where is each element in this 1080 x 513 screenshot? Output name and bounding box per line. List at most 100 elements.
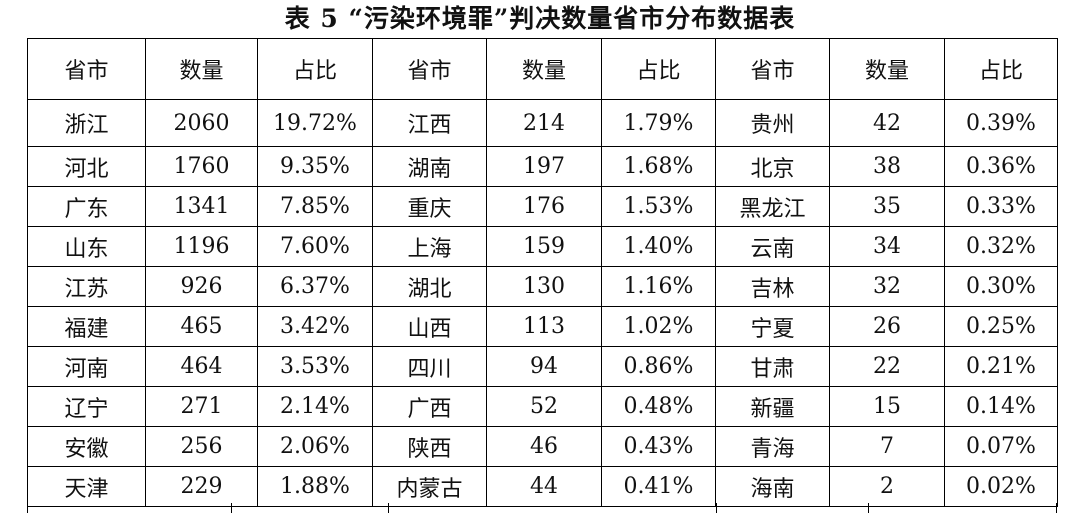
continuation-rule [868, 503, 869, 513]
table-cell: 贵州 [715, 99, 830, 147]
table-cell: 湖南 [372, 146, 487, 187]
table-cell: 464 [145, 346, 258, 387]
table-cell: 159 [486, 226, 602, 267]
table-cell: 7 [829, 426, 945, 467]
table-cell: 0.36% [944, 146, 1058, 187]
table-cell: 2.06% [257, 426, 373, 467]
header-share-1: 占比 [257, 38, 373, 100]
continuation-rule [716, 503, 717, 513]
table-cell: 福建 [27, 306, 146, 347]
table-title: 表 5 “污染环境罪”判决数量省市分布数据表 [284, 4, 796, 33]
table-row: 福建 465 3.42% 山西 113 1.02% 宁夏 26 0.25% [27, 306, 1058, 347]
table-cell: 271 [145, 386, 258, 427]
table-cell: 256 [145, 426, 258, 467]
table-cell: 1.02% [601, 306, 716, 347]
table-row: 安徽 256 2.06% 陕西 46 0.43% 青海 7 0.07% [27, 426, 1058, 467]
table-cell: 1.68% [601, 146, 716, 187]
table-cell: 山东 [27, 226, 146, 267]
table-cell: 河北 [27, 146, 146, 187]
table-cell: 0.21% [944, 346, 1058, 387]
table-cell: 甘肃 [715, 346, 830, 387]
table-cell: 云南 [715, 226, 830, 267]
table-cell: 江西 [372, 99, 487, 147]
table-cell: 176 [486, 186, 602, 227]
table-cell: 0.30% [944, 266, 1058, 307]
table-cell: 四川 [372, 346, 487, 387]
table-cell: 0.02% [944, 466, 1058, 507]
table-cell: 辽宁 [27, 386, 146, 427]
header-province-3: 省市 [715, 38, 830, 100]
table-cell: 青海 [715, 426, 830, 467]
table-row: 浙江 2060 19.72% 江西 214 1.79% 贵州 42 0.39% [27, 99, 1058, 147]
table-row: 天津 229 1.88% 内蒙古 44 0.41% 海南 2 0.02% [27, 466, 1058, 507]
table-cell: 0.39% [944, 99, 1058, 147]
table-cell: 229 [145, 466, 258, 507]
table-cell: 2060 [145, 99, 258, 147]
table-cell: 3.53% [257, 346, 373, 387]
header-count-2: 数量 [486, 38, 602, 100]
table-cell: 广西 [372, 386, 487, 427]
table-cell: 1.40% [601, 226, 716, 267]
table-cell: 上海 [372, 226, 487, 267]
table-cell: 0.86% [601, 346, 716, 387]
continuation-rule [388, 503, 389, 513]
table-row: 江苏 926 6.37% 湖北 130 1.16% 吉林 32 0.30% [27, 266, 1058, 307]
table-cell: 浙江 [27, 99, 146, 147]
table-cell: 35 [829, 186, 945, 227]
table-body: 浙江 2060 19.72% 江西 214 1.79% 贵州 42 0.39% … [27, 99, 1058, 507]
table-cell: 130 [486, 266, 602, 307]
header-province-1: 省市 [27, 38, 146, 100]
table-row: 山东 1196 7.60% 上海 159 1.40% 云南 34 0.32% [27, 226, 1058, 267]
table-cell: 465 [145, 306, 258, 347]
table-cell: 7.60% [257, 226, 373, 267]
table-cell: 7.85% [257, 186, 373, 227]
table-cell: 38 [829, 146, 945, 187]
table-cell: 1.53% [601, 186, 716, 227]
table-cell: 0.14% [944, 386, 1058, 427]
table-cell: 0.32% [944, 226, 1058, 267]
table-continuation-lines [27, 503, 1057, 513]
province-distribution-table: 省市 数量 占比 省市 数量 占比 省市 数量 占比 浙江 2060 19.72… [27, 38, 1058, 507]
header-share-3: 占比 [944, 38, 1058, 100]
table-cell: 34 [829, 226, 945, 267]
table-cell: 山西 [372, 306, 487, 347]
table-cell: 黑龙江 [715, 186, 830, 227]
table-cell: 安徽 [27, 426, 146, 467]
table-cell: 0.48% [601, 386, 716, 427]
table-cell: 新疆 [715, 386, 830, 427]
table-cell: 0.25% [944, 306, 1058, 347]
table-cell: 重庆 [372, 186, 487, 227]
table-cell: 吉林 [715, 266, 830, 307]
table-row: 河北 1760 9.35% 湖南 197 1.68% 北京 38 0.36% [27, 146, 1058, 187]
table-cell: 2.14% [257, 386, 373, 427]
table-cell: 1341 [145, 186, 258, 227]
table-cell: 2 [829, 466, 945, 507]
table-cell: 湖北 [372, 266, 487, 307]
table-cell: 宁夏 [715, 306, 830, 347]
table-cell: 广东 [27, 186, 146, 227]
continuation-rule [231, 503, 232, 513]
table-cell: 42 [829, 99, 945, 147]
table-cell: 52 [486, 386, 602, 427]
table-cell: 26 [829, 306, 945, 347]
table-cell: 0.43% [601, 426, 716, 467]
table-row: 河南 464 3.53% 四川 94 0.86% 甘肃 22 0.21% [27, 346, 1058, 387]
table-cell: 44 [486, 466, 602, 507]
table-cell: 1.79% [601, 99, 716, 147]
table-cell: 9.35% [257, 146, 373, 187]
table-cell: 1.16% [601, 266, 716, 307]
table-cell: 内蒙古 [372, 466, 487, 507]
header-row: 省市 数量 占比 省市 数量 占比 省市 数量 占比 [27, 38, 1058, 100]
table-cell: 天津 [27, 466, 146, 507]
header-count-1: 数量 [145, 38, 258, 100]
table-cell: 陕西 [372, 426, 487, 467]
table-cell: 北京 [715, 146, 830, 187]
table-cell: 3.42% [257, 306, 373, 347]
table-row: 辽宁 271 2.14% 广西 52 0.48% 新疆 15 0.14% [27, 386, 1058, 427]
table-cell: 113 [486, 306, 602, 347]
table-cell: 1196 [145, 226, 258, 267]
table-cell: 河南 [27, 346, 146, 387]
table-row: 广东 1341 7.85% 重庆 176 1.53% 黑龙江 35 0.33% [27, 186, 1058, 227]
header-count-3: 数量 [829, 38, 945, 100]
table-cell: 1.88% [257, 466, 373, 507]
